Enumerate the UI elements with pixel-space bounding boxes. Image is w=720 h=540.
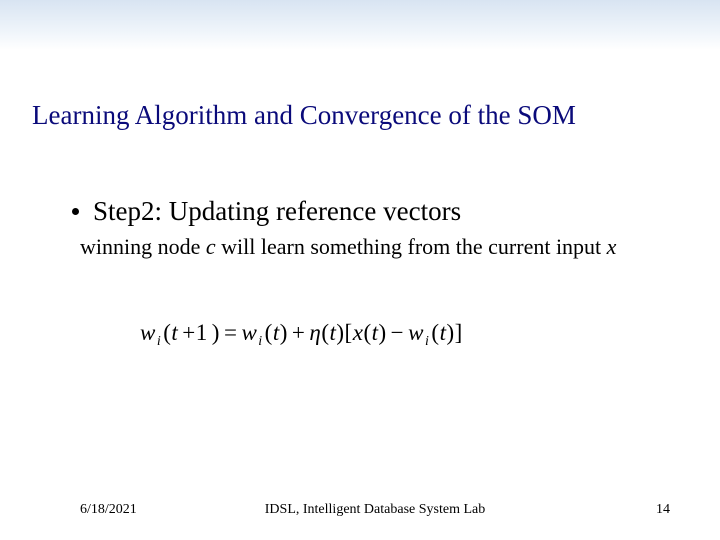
formula-lpar5: ( xyxy=(431,320,439,346)
formula-rpar5: ) xyxy=(446,320,454,346)
subtext-line: winning node c will learn something from… xyxy=(80,234,616,260)
subtext-var-x: x xyxy=(607,234,617,259)
footer-date: 6/18/2021 xyxy=(80,502,137,518)
formula: wi(t+1)=wi(t)+η(t)[x(t)−wi(t)] xyxy=(140,320,463,346)
bullet-dot-icon xyxy=(72,208,79,215)
formula-t3: t xyxy=(329,320,336,346)
formula-x: x xyxy=(353,320,364,346)
formula-minus: − xyxy=(391,320,404,346)
formula-t4: t xyxy=(372,320,379,346)
formula-lbrack: [ xyxy=(345,320,353,346)
formula-sub-i2: i xyxy=(258,334,262,350)
formula-w3: w xyxy=(408,320,424,346)
formula-rpar4: ) xyxy=(379,320,387,346)
formula-lpar1: ( xyxy=(163,320,171,346)
formula-rbrack: ] xyxy=(455,320,463,346)
subtext-mid: will learn something from the current in… xyxy=(216,234,607,259)
formula-t5: t xyxy=(440,320,447,346)
formula-rpar1: ) xyxy=(212,320,220,346)
footer-page-number: 14 xyxy=(656,502,670,518)
formula-sub-i1: i xyxy=(157,334,161,350)
formula-plus1: +1 xyxy=(182,320,207,346)
subtext-pre: winning node xyxy=(80,234,206,259)
footer-center: IDSL, Intelligent Database System Lab xyxy=(265,502,485,518)
formula-lpar2: ( xyxy=(265,320,273,346)
slide-title: Learning Algorithm and Convergence of th… xyxy=(32,100,688,131)
formula-lpar4: ( xyxy=(363,320,371,346)
formula-lpar3: ( xyxy=(321,320,329,346)
formula-sub-i3: i xyxy=(425,334,429,350)
formula-t1: t xyxy=(171,320,178,346)
formula-eq: = xyxy=(224,320,237,346)
header-gradient xyxy=(0,0,720,50)
subtext-var-c: c xyxy=(206,234,216,259)
bullet-text: Step2: Updating reference vectors xyxy=(93,196,461,227)
formula-rpar3: ) xyxy=(336,320,344,346)
formula-eta: η xyxy=(309,320,321,346)
formula-t2: t xyxy=(273,320,280,346)
formula-rpar2: ) xyxy=(280,320,288,346)
formula-plus: + xyxy=(292,320,305,346)
formula-w1: w xyxy=(140,320,156,346)
formula-w2: w xyxy=(241,320,257,346)
footer: 6/18/2021 IDSL, Intelligent Database Sys… xyxy=(80,502,670,518)
bullet-item: Step2: Updating reference vectors xyxy=(72,196,461,227)
